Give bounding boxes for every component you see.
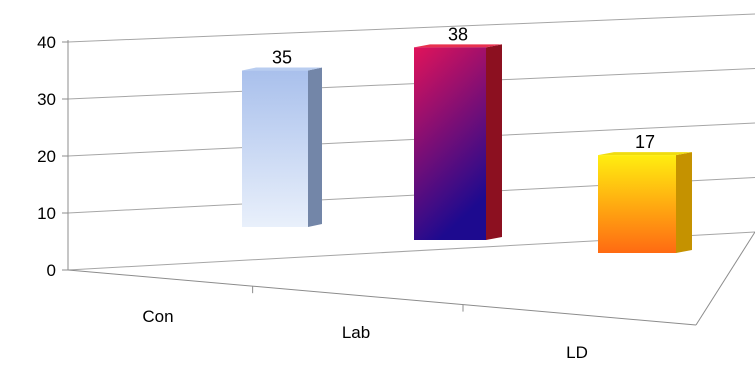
bar-top-face <box>414 44 502 48</box>
bar-side-face <box>486 44 502 241</box>
bar-ld <box>598 152 692 253</box>
bar-front-face <box>242 70 308 227</box>
bar-front-face <box>598 155 676 253</box>
bar-front-face <box>414 47 486 241</box>
bar-top-face <box>242 67 322 71</box>
data-label: 38 <box>448 24 468 44</box>
y-tick-label: 10 <box>37 204 56 223</box>
gridline <box>67 13 755 43</box>
axis-layer <box>62 40 755 326</box>
bar-con <box>242 67 322 227</box>
x-tick-label: LD <box>566 343 588 362</box>
x-tick-label: Con <box>142 307 173 326</box>
gridline <box>67 68 755 100</box>
gridline <box>67 122 755 157</box>
floor-side-edge <box>695 231 755 326</box>
data-label: 35 <box>272 48 292 68</box>
x-tick-label: Lab <box>342 323 370 342</box>
y-tick-label: 20 <box>37 147 56 166</box>
y-tick-label: 30 <box>37 90 56 109</box>
bar-top-face <box>598 152 692 156</box>
data-label: 17 <box>635 132 655 152</box>
y-tick-label: 0 <box>47 261 56 280</box>
bar-side-face <box>308 67 322 227</box>
bar-layer <box>242 44 692 253</box>
bar-lab <box>414 44 502 241</box>
bar-side-face <box>676 152 692 253</box>
label-layer: 0 10 20 30 40 35 Con 38 Lab 17 LD <box>37 24 655 362</box>
x-axis-line <box>67 269 697 326</box>
y-tick-label: 40 <box>37 33 56 52</box>
